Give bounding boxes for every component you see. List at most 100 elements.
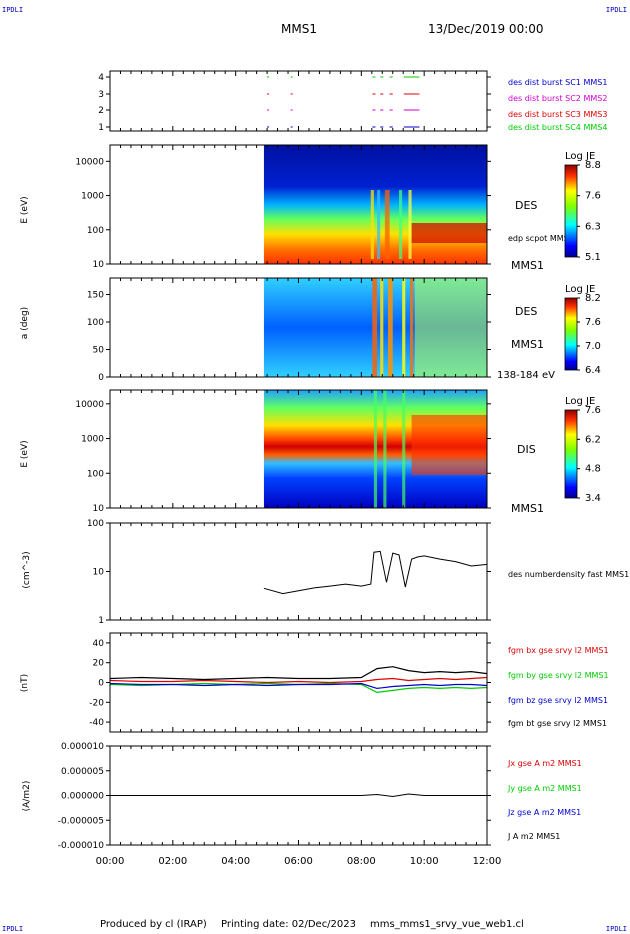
- bfield-ytick-label: 40: [93, 639, 105, 649]
- legend-jz: Jz gse A m2 MMS1: [508, 808, 582, 817]
- legend-burst-sc4: des dist burst SC4 MMS4: [508, 123, 608, 132]
- colorbar-tick-label: 7.6: [585, 191, 601, 202]
- burst-ytick-label: 2: [98, 106, 104, 116]
- footer-printing-date: Printing date: 02/Dec/2023: [221, 919, 357, 930]
- legend-j: J A m2 MMS1: [508, 832, 561, 841]
- des-energy-burst-stripe: [377, 190, 381, 259]
- density-panel-frame: [109, 522, 488, 621]
- des-energy-burst-stripe: [408, 190, 412, 259]
- x-tick-label: 00:00: [96, 856, 125, 867]
- dis-energy-ytick-label: 100: [87, 469, 104, 479]
- density-ytick-label: 1: [98, 616, 104, 626]
- current-ytick-label: -0.000010: [58, 841, 104, 851]
- burst-ytick-label: 1: [98, 123, 104, 133]
- label-mms1-des-energy: MMS1: [511, 259, 544, 272]
- corner-mark-tl: IPDLI: [2, 6, 24, 14]
- des-energy-ytick-label: 10: [93, 260, 105, 270]
- des-pitch-ytick-label: 150: [87, 291, 104, 301]
- colorbar-tick-label: 7.0: [585, 341, 601, 352]
- colorbar-des-pitch: [564, 297, 578, 371]
- bfield-line: [109, 676, 488, 684]
- legend-density: des numberdensity fast MMS1: [508, 570, 630, 579]
- des-energy-burst-stripe: [370, 190, 374, 259]
- legend-jy: Jy gse A m2 MMS1: [508, 784, 582, 793]
- bfield-panel-frame: [109, 632, 488, 733]
- x-tick-label: 04:00: [221, 856, 250, 867]
- colorbar3-title: Log JE: [565, 396, 596, 407]
- label-dis: DIS: [517, 443, 536, 456]
- dis-energy-ytick-label: 1000: [81, 435, 104, 445]
- legend-by: fgm by gse srvy l2 MMS1: [508, 671, 609, 680]
- des-pitch-burst-stripe: [410, 278, 414, 377]
- colorbar-tick-label: 6.3: [585, 221, 601, 232]
- footer-produced-by: Produced by cl (IRAP): [100, 919, 207, 930]
- x-tick-label: 10:00: [410, 856, 439, 867]
- legend-burst-sc2: des dist burst SC2 MMS2: [508, 94, 608, 103]
- label-mms1-dis: MMS1: [511, 502, 544, 515]
- dis-energy-broad-band: [411, 415, 487, 475]
- legend-bx: fgm bx gse srvy l2 MMS1: [508, 646, 609, 655]
- bfield-ytick-label: -20: [89, 698, 104, 708]
- colorbar-tick-label: 8.2: [585, 293, 601, 304]
- des-pitch-burst-stripe: [380, 278, 384, 377]
- label-des-1: DES: [515, 199, 538, 212]
- dis-energy-burst-stripe: [402, 390, 406, 508]
- colorbar-dis-energy: [564, 409, 578, 499]
- x-tick-label: 12:00: [473, 856, 502, 867]
- burst-ytick-label: 4: [98, 73, 104, 83]
- des-pitch-burst-stripe: [388, 278, 393, 377]
- colorbar-tick-label: 3.4: [585, 493, 601, 504]
- label-energy-range: 138-184 eV: [497, 370, 555, 381]
- burst-ytick-label: 3: [98, 90, 104, 100]
- current-ytick-label: 0.000010: [61, 742, 104, 752]
- des-energy-burst-stripe: [384, 190, 390, 259]
- density-line: [263, 550, 488, 595]
- colorbar-tick-label: 6.2: [585, 434, 601, 445]
- colorbar2-title: Log JE: [565, 284, 596, 295]
- burst-panel-frame: [109, 70, 488, 132]
- colorbar1-title: Log JE: [565, 151, 596, 162]
- des-pitch-burst-stripe: [402, 278, 406, 377]
- colorbar-tick-label: 7.6: [585, 405, 601, 416]
- current-ytick-label: 0.000005: [61, 767, 104, 777]
- colorbar-des-energy: [564, 164, 578, 258]
- des-energy-high-flux-band: [411, 223, 487, 243]
- bfield-line: [109, 682, 488, 694]
- label-edp-scpot: edp scpot MMS1: [508, 234, 574, 243]
- colorbar-tick-label: 6.4: [585, 365, 601, 376]
- label-mms1-pitch: MMS1: [511, 338, 544, 351]
- footer-filename: mms_mms1_srvy_vue_web1.cl: [370, 919, 524, 930]
- x-tick-label: 08:00: [347, 856, 376, 867]
- dis-energy-ytick-label: 10000: [75, 400, 104, 410]
- colorbar-tick-label: 4.8: [585, 464, 601, 475]
- density-ytick-label: 10: [93, 568, 105, 578]
- des-energy-ytick-label: 1000: [81, 192, 104, 202]
- des-pitch-late-region: [414, 278, 487, 377]
- density-ytick-label: 100: [87, 519, 104, 529]
- spacecraft-title: MMS1: [281, 22, 317, 36]
- bfield-line: [109, 682, 488, 690]
- label-des-2: DES: [515, 305, 538, 318]
- des-pitch-ytick-label: 100: [87, 318, 104, 328]
- des-pitch-ytick-label: 0: [98, 373, 104, 383]
- corner-mark-bl: IPDLI: [2, 925, 24, 933]
- legend-jx: Jx gse A m2 MMS1: [508, 759, 582, 768]
- des-energy-spectrogram: [263, 145, 487, 264]
- corner-mark-tr: IPDLI: [605, 6, 627, 14]
- date-title: 13/Dec/2019 00:00: [428, 22, 544, 36]
- des-energy-ytick-label: 10000: [75, 157, 104, 167]
- des-energy-ytick-label: 100: [87, 226, 104, 236]
- dis-energy-ytick-label: 10: [93, 504, 105, 514]
- bfield-ytick-label: -40: [89, 718, 104, 728]
- colorbar-tick-label: 7.6: [585, 317, 601, 328]
- current-ytick-label: -0.000005: [58, 816, 104, 826]
- colorbar-tick-label: 5.1: [585, 252, 601, 263]
- x-tick-label: 02:00: [158, 856, 187, 867]
- legend-bt: fgm bt gse srvy l2 MMS1: [508, 719, 607, 728]
- corner-mark-br: IPDLI: [605, 925, 627, 933]
- des-energy-burst-stripe: [399, 190, 403, 259]
- x-tick-label: 06:00: [284, 856, 313, 867]
- legend-burst-sc3: des dist burst SC3 MMS3: [508, 110, 608, 119]
- legend-bz: fgm bz gse srvy l2 MMS1: [508, 696, 609, 705]
